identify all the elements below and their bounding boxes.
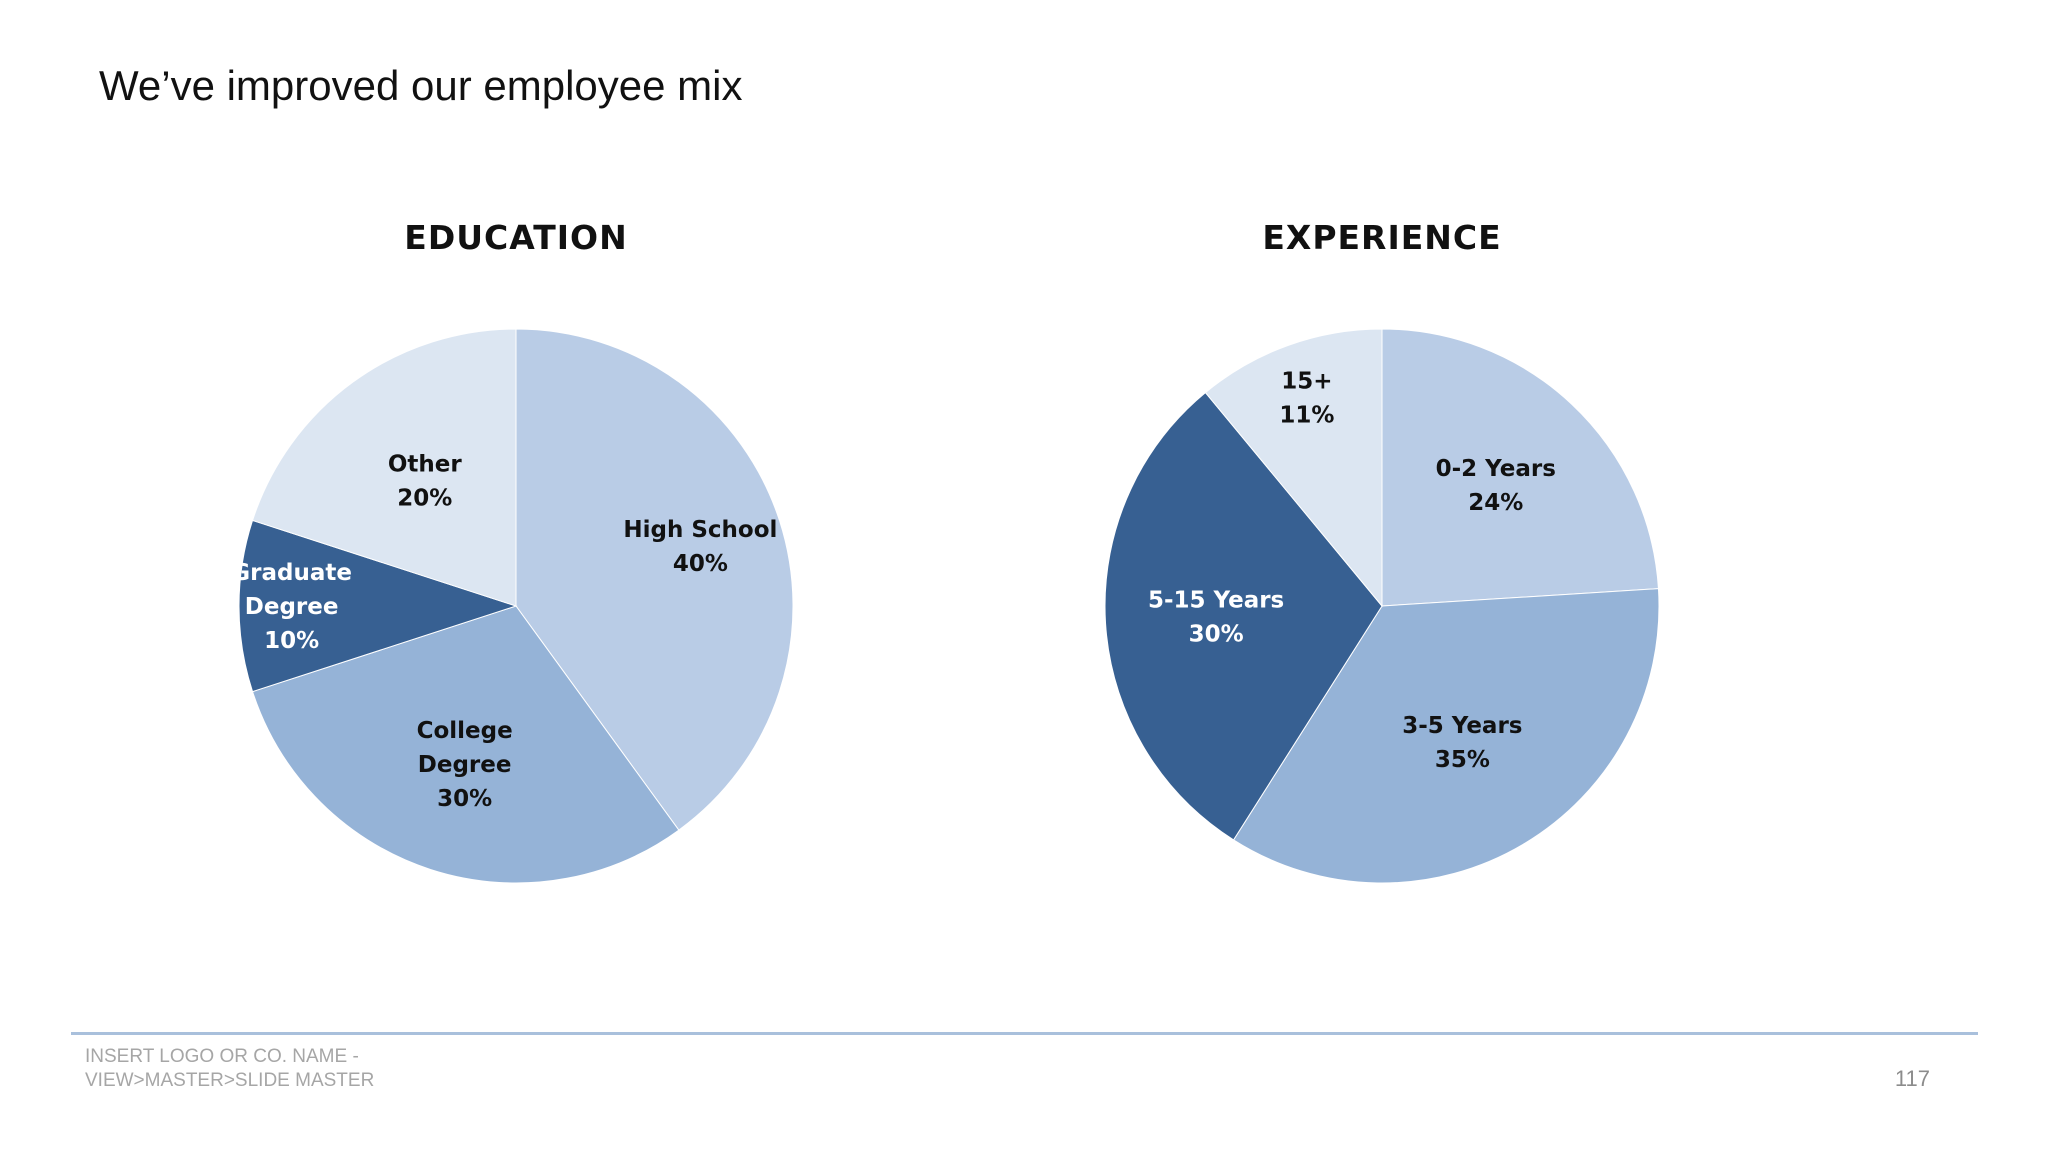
pie-label-line: 11% <box>1279 403 1334 429</box>
slide-title: We’ve improved our employee mix <box>99 62 743 109</box>
pie-slice-education-other <box>251 328 517 607</box>
pie-label-experience-0-2-years: 0-2 Years 24% <box>1436 456 1556 516</box>
pie-label-line: 24% <box>1468 490 1523 516</box>
pie-slice-experience-15 <box>1204 328 1383 608</box>
pie-label-experience-3-5-years: 3-5 Years 35% <box>1402 713 1522 773</box>
pie-label-education-graduate-degree: Graduate Degree 10% <box>231 560 352 654</box>
pie-label-line: Degree <box>245 594 339 620</box>
pie-label-line: Graduate <box>231 560 352 586</box>
pie-label-line: 15+ <box>1281 369 1332 395</box>
experience-chart-title: EXPERIENCE <box>1262 218 1502 257</box>
education-chart-title: EDUCATION <box>404 218 628 257</box>
pie-label-line: 30% <box>1189 621 1244 647</box>
education-pie: High School 40% College Degree 30% Graduate De… <box>231 328 794 884</box>
pie-label-line: Other <box>388 452 463 478</box>
pie-slice-education-graduate-degree <box>238 519 518 693</box>
pie-label-education-other: Other 20% <box>388 452 463 512</box>
pie-label-line: 35% <box>1435 747 1490 773</box>
pie-label-line: 10% <box>264 628 319 654</box>
pie-label-education-high-school: High School 40% <box>623 517 777 577</box>
pie-label-line: 20% <box>397 486 452 512</box>
footer-line-2: VIEW>MASTER>SLIDE MASTER <box>85 1070 375 1091</box>
pie-slice-education-high-school <box>515 328 794 831</box>
pie-label-education-college-degree: College Degree 30% <box>417 718 513 812</box>
pie-slice-education-college-degree <box>251 605 680 884</box>
pie-label-line: 3-5 Years <box>1402 713 1522 739</box>
page-number: 117 <box>1894 1066 1930 1091</box>
pie-slice-experience-0-2-years <box>1381 328 1659 607</box>
pie-label-line: High School <box>623 517 777 543</box>
pie-label-line: 30% <box>437 786 492 812</box>
pie-label-line: 0-2 Years <box>1436 456 1556 482</box>
pie-label-line: College <box>417 718 513 744</box>
pie-label-experience-15: 15+ 11% <box>1279 369 1334 429</box>
footer-divider <box>71 1032 1978 1035</box>
pie-label-experience-5-15-years: 5-15 Years 30% <box>1148 587 1284 647</box>
pie-label-line: Degree <box>418 752 512 778</box>
pie-label-line: 40% <box>673 551 728 577</box>
pie-label-line: 5-15 Years <box>1148 587 1284 613</box>
experience-pie: 0-2 Years 24% 3-5 Years 35% 5-15 Years 30% 15+… <box>1104 328 1660 884</box>
pie-slice-experience-5-15-years <box>1104 391 1383 841</box>
footer-line-1: INSERT LOGO OR CO. NAME - <box>85 1046 359 1067</box>
footer-placeholder: INSERT LOGO OR CO. NAME - VIEW>MASTER>SL… <box>85 1045 374 1093</box>
pie-slice-experience-3-5-years <box>1232 588 1660 884</box>
